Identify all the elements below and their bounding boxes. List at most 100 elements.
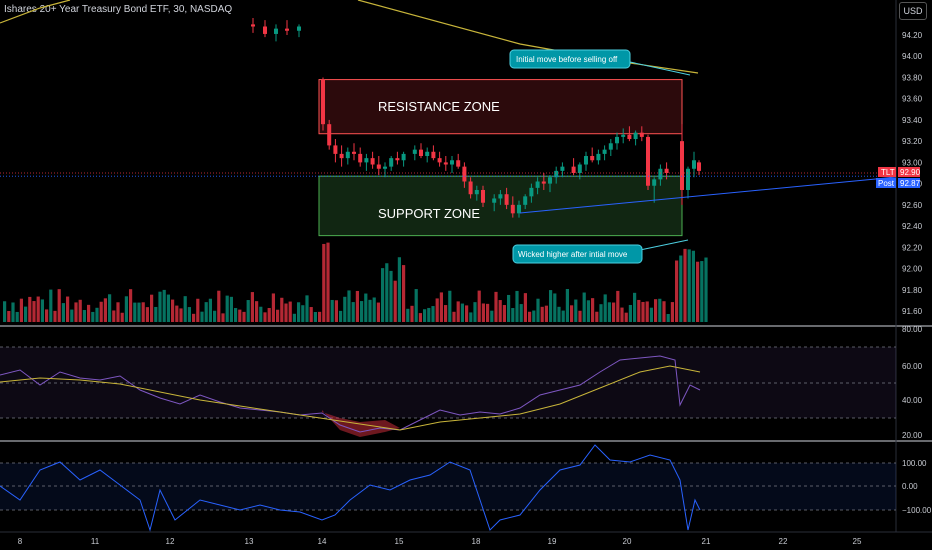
- candle-body: [627, 134, 632, 140]
- volume-bar: [28, 296, 32, 322]
- volume-bar: [444, 305, 448, 322]
- volume-bar: [11, 302, 15, 322]
- support-trendline[interactable]: [519, 176, 897, 214]
- cci-line[interactable]: [0, 444, 701, 532]
- cci-band: [0, 463, 896, 510]
- volume-bar: [120, 312, 124, 322]
- volume-bar: [166, 294, 170, 322]
- candle-body: [492, 198, 497, 203]
- candle-body: [468, 181, 473, 195]
- volume-bar: [578, 310, 582, 322]
- volume-bar: [494, 291, 498, 322]
- candle-body: [577, 164, 582, 173]
- time-tick-13: 13: [245, 537, 254, 546]
- volume-bar: [418, 313, 422, 322]
- rsi-ma-line[interactable]: [0, 365, 701, 431]
- volume-bar: [318, 311, 322, 322]
- volume-bar: [381, 268, 385, 322]
- rsi-tick-1: 60.00: [902, 362, 923, 371]
- candle-body: [584, 156, 588, 165]
- volume-bar: [687, 249, 691, 322]
- currency-button[interactable]: USD: [899, 2, 927, 20]
- candle-body: [251, 24, 255, 27]
- volume-bar: [389, 270, 393, 322]
- cci-tick-0: 100.00: [902, 459, 927, 468]
- volume-bar: [129, 289, 133, 322]
- candle-body: [419, 149, 423, 157]
- time-tick-8: 8: [18, 537, 23, 546]
- volume-bar: [234, 308, 238, 322]
- volume-bar: [675, 260, 679, 322]
- volume-bar: [116, 302, 120, 322]
- volume-bar: [372, 297, 376, 322]
- support-zone[interactable]: [318, 175, 683, 237]
- candle-body: [571, 166, 576, 173]
- volume-bar: [473, 302, 477, 322]
- price-tick-9: 92.40: [902, 222, 923, 231]
- candle-body: [376, 164, 381, 169]
- annotation-top[interactable]: Initial move before selling off: [509, 49, 631, 69]
- volume-bar: [414, 289, 418, 322]
- volume-bar: [570, 305, 574, 322]
- volume-bar: [603, 294, 607, 322]
- volume-bar: [78, 299, 82, 322]
- volume-bar: [57, 289, 61, 322]
- candle-body: [395, 158, 400, 161]
- volume-bar: [612, 302, 616, 322]
- cci-tick-1: 0.00: [902, 482, 918, 491]
- candle-body: [652, 179, 657, 186]
- volume-bar: [145, 307, 149, 322]
- time-tick-12: 12: [166, 537, 175, 546]
- candle-body: [510, 204, 515, 214]
- volume-bar: [700, 261, 704, 322]
- volume-bar: [364, 293, 368, 322]
- volume-bar: [452, 311, 456, 322]
- candle-body: [358, 153, 363, 163]
- volume-bar: [7, 310, 11, 322]
- time-tick-18: 18: [472, 537, 481, 546]
- volume-bar: [171, 299, 175, 322]
- volume-bar: [263, 312, 267, 322]
- moving-average-line-left[interactable]: [0, 0, 71, 24]
- price-tick-4: 93.40: [902, 116, 923, 125]
- annotation-bottom[interactable]: Wicked higher after intial move: [512, 244, 643, 264]
- volume-bar: [448, 290, 452, 322]
- candle-body: [517, 204, 521, 214]
- cci-tick-2: −100.00: [902, 506, 932, 515]
- volume-bar: [410, 305, 414, 322]
- volume-bar: [666, 313, 670, 322]
- volume-bar: [162, 289, 166, 322]
- candle-body: [456, 160, 461, 167]
- candle-body: [523, 196, 528, 205]
- volume-bar: [326, 242, 330, 322]
- volume-bar: [53, 310, 57, 322]
- volume-bar: [481, 303, 485, 322]
- volume-bar: [137, 302, 141, 322]
- candle-body: [431, 151, 436, 159]
- candle-body: [274, 28, 278, 34]
- volume-bar: [355, 290, 359, 322]
- rsi-tick-2: 40.00: [902, 396, 923, 405]
- volume-bar: [427, 307, 431, 322]
- volume-bar: [61, 303, 65, 322]
- volume-bar: [393, 280, 397, 322]
- candle-body: [639, 132, 644, 137]
- volume-bar: [368, 299, 372, 322]
- resistance-zone[interactable]: [318, 79, 683, 135]
- volume-bar: [45, 309, 49, 322]
- candle-body: [285, 28, 289, 31]
- candle-body: [437, 158, 442, 163]
- candle-body: [383, 166, 387, 169]
- rsi-line[interactable]: [0, 355, 701, 433]
- candle-body: [370, 158, 375, 165]
- time-tick-21: 21: [702, 537, 711, 546]
- volume-bar: [49, 289, 53, 322]
- volume-bar: [460, 303, 464, 322]
- candle-body: [596, 153, 601, 161]
- volume-bar: [19, 298, 23, 322]
- volume-bar: [645, 301, 649, 322]
- volume-bar: [553, 293, 557, 322]
- volume-bar: [95, 307, 99, 322]
- last-price-value: 92.90: [900, 168, 921, 177]
